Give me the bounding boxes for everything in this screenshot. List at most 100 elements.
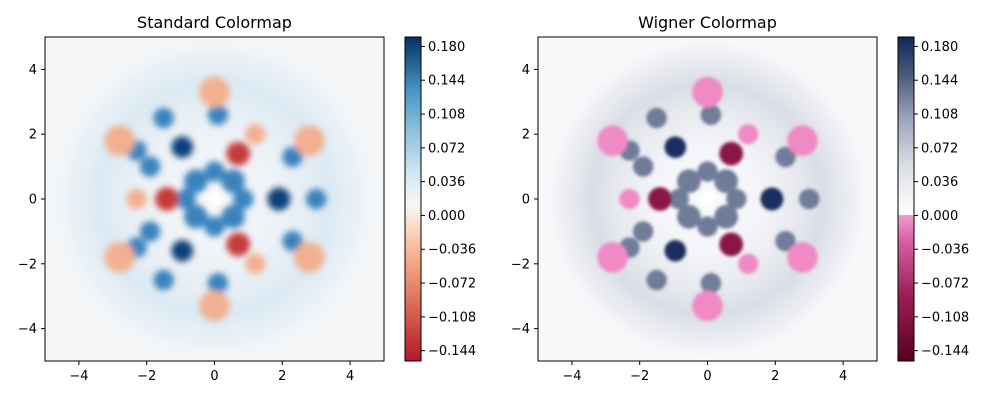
heatmap-lobe <box>760 187 784 211</box>
heatmap-lobe <box>153 107 174 129</box>
heatmap-lobe <box>245 124 266 145</box>
y-tick-label: 4 <box>29 63 37 78</box>
heatmap-lobe <box>207 104 229 126</box>
y-tick-label: 0 <box>522 193 530 208</box>
heatmap-lobe <box>714 169 738 194</box>
heatmap-lobe <box>775 146 796 168</box>
x-tick-label: 0 <box>210 369 218 384</box>
panel-standard: Standard Colormap −4 −2 0 2 4 −4 −2 0 2 4 −0.144… <box>18 13 476 384</box>
heatmap-lobe <box>199 76 230 108</box>
x-tick-label: 2 <box>771 369 779 384</box>
colorbar-axis: −0.144 −0.108 −0.072 −0.036 0.000 0.036 0.072 0… <box>421 40 476 359</box>
colorbar-tick-label: 0.036 <box>428 175 465 190</box>
colorbar-tick-label: 0.144 <box>921 74 958 89</box>
heatmap-lobe <box>104 125 135 156</box>
heatmap-lobe <box>597 241 628 273</box>
heatmap-lobe <box>199 290 230 322</box>
colorbar-tick-label: 0.036 <box>921 175 958 190</box>
heatmap-lobe <box>692 290 723 322</box>
heatmap-lobe <box>104 241 135 273</box>
x-axis: −4 −2 0 2 4 <box>69 361 354 384</box>
y-tick-label: 2 <box>522 128 530 143</box>
heatmap-lobe <box>714 204 738 229</box>
x-tick-label: 0 <box>703 369 711 384</box>
colorbar-tick-label: 0.000 <box>428 209 465 224</box>
heatmap-lobe <box>775 230 796 252</box>
colorbar-tick-label: −0.144 <box>428 344 476 359</box>
heatmap-lobe <box>664 240 687 262</box>
colorbar-tick-label: −0.036 <box>428 243 476 258</box>
heatmap-lobe <box>126 188 147 210</box>
heatmap-lobe <box>677 169 701 194</box>
y-axis: −4 −2 0 2 4 <box>18 63 45 337</box>
colorbar-tick-label: −0.144 <box>921 344 969 359</box>
chart-title: Wigner Colormap <box>638 13 777 32</box>
colorbar-tick-label: −0.072 <box>428 277 476 292</box>
heatmap-lobe <box>171 240 194 262</box>
heatmap-lobe <box>677 204 701 229</box>
heatmap-lobe <box>632 221 654 242</box>
heatmap-lobe <box>171 136 194 158</box>
heatmap-lobe <box>245 253 266 274</box>
colorbar-tick-label: −0.108 <box>428 310 476 325</box>
heatmap-lobe <box>306 188 327 210</box>
heatmap-lobe <box>226 141 251 166</box>
heatmap-lobe <box>597 125 628 156</box>
heatmap-lobe <box>267 187 291 211</box>
heatmap-lobe <box>294 125 325 156</box>
x-tick-label: 2 <box>278 369 286 384</box>
heatmap-lobe <box>700 273 722 294</box>
heatmap-lobe <box>697 161 718 182</box>
heatmap-lobe <box>233 188 254 210</box>
colorbar-axis: −0.144 −0.108 −0.072 −0.036 0.000 0.036 0.072 0… <box>914 40 969 359</box>
heatmap-lobe <box>207 273 229 294</box>
heatmap-lobe <box>738 124 759 145</box>
heatmap-lobe <box>204 161 225 182</box>
heatmap-lobe <box>175 188 196 210</box>
x-tick-label: −4 <box>562 369 581 384</box>
heatmap-lobe <box>632 156 654 177</box>
heatmap-blobs <box>104 76 327 322</box>
heatmap-lobe <box>221 204 246 229</box>
heatmap-lobe <box>697 216 718 237</box>
heatmap-lobe <box>139 221 161 242</box>
heatmap-lobe <box>787 241 818 273</box>
heatmap-lobe <box>619 188 640 210</box>
colorbar-tick-label: 0.072 <box>921 141 958 156</box>
x-tick-label: 4 <box>839 369 847 384</box>
heatmap-lobe <box>700 191 715 207</box>
y-tick-label: −2 <box>18 257 37 272</box>
colorbar-tick-label: −0.108 <box>921 310 969 325</box>
colorbar-tick-label: 0.144 <box>428 74 465 89</box>
heatmap-lobe <box>668 188 689 210</box>
colorbar-tick-label: −0.072 <box>921 277 969 292</box>
heatmap-lobe <box>155 187 179 211</box>
colorbar-tick-label: −0.036 <box>921 243 969 258</box>
heatmap-lobe <box>282 230 303 252</box>
x-tick-label: −2 <box>137 369 156 384</box>
colorbar <box>404 36 422 362</box>
heatmap-lobe <box>221 169 246 194</box>
heatmap-lobe <box>646 107 667 129</box>
x-tick-label: −4 <box>69 369 88 384</box>
heatmap-lobe <box>207 191 222 207</box>
y-axis: −4 −2 0 2 4 <box>511 63 538 337</box>
heatmap-lobe <box>646 269 667 291</box>
y-tick-label: −4 <box>511 322 530 337</box>
colorbar-tick-label: 0.108 <box>428 108 465 123</box>
x-tick-label: 4 <box>346 369 354 384</box>
colorbar-tick-label: 0.072 <box>428 141 465 156</box>
heatmap-lobe <box>719 141 744 166</box>
heatmap-lobe <box>648 187 672 211</box>
colorbar-tick-label: 0.000 <box>921 209 958 224</box>
heatmap-lobe <box>226 232 251 257</box>
heatmap-lobe <box>692 76 723 108</box>
colorbar-tick-label: 0.180 <box>428 40 465 55</box>
heatmap-lobe <box>204 216 225 237</box>
colorbar-tick-label: 0.108 <box>921 108 958 123</box>
colorbar-tick-label: 0.180 <box>921 40 958 55</box>
heatmap-lobe <box>787 125 818 156</box>
y-tick-label: 0 <box>29 193 37 208</box>
